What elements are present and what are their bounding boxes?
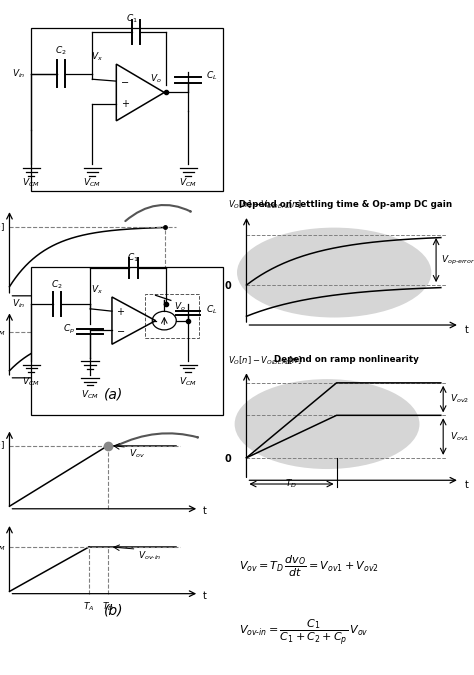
Text: $C_2$: $C_2$ (55, 45, 67, 57)
Text: $C_L$: $C_L$ (206, 303, 217, 316)
Text: $V_{in}$: $V_{in}$ (12, 68, 25, 80)
Text: $+$: $+$ (116, 306, 125, 317)
Text: $V_{CM}$: $V_{CM}$ (179, 375, 197, 387)
Text: $V_{CM}$: $V_{CM}$ (179, 177, 197, 190)
Text: t: t (465, 325, 468, 335)
Text: $V_{ov}$: $V_{ov}$ (129, 448, 145, 460)
Text: t: t (203, 591, 207, 601)
Ellipse shape (237, 227, 431, 317)
Text: $V_x$: $V_x$ (91, 284, 103, 296)
Text: $V_O[n]-V_{OIDEAL}[n]$: $V_O[n]-V_{OIDEAL}[n]$ (228, 199, 301, 211)
Text: $V_{ov} = T_D\,\dfrac{dv_O}{dt} = V_{ov1}+V_{ov2}$: $V_{ov} = T_D\,\dfrac{dv_O}{dt} = V_{ov1… (239, 554, 379, 578)
Text: $V_{CM}$: $V_{CM}$ (0, 325, 6, 338)
Text: $V_{ov\text{-}in}$: $V_{ov\text{-}in}$ (138, 549, 162, 562)
Text: $V_O$: $V_O$ (0, 425, 2, 438)
Text: $V_X$: $V_X$ (0, 518, 2, 533)
Text: Depend on ramp nonlinearity: Depend on ramp nonlinearity (273, 355, 419, 364)
Text: $V_X$: $V_X$ (0, 306, 2, 319)
Text: $C_p$: $C_p$ (63, 323, 75, 336)
Text: $V_o$: $V_o$ (150, 73, 162, 86)
Text: $C_1$: $C_1$ (126, 13, 137, 25)
Text: $V_{ov2}$: $V_{ov2}$ (450, 393, 469, 406)
Text: $V_O[n]$: $V_O[n]$ (0, 221, 6, 234)
Text: $-$: $-$ (120, 76, 129, 86)
Text: t: t (465, 480, 468, 490)
Text: $\bf{0}$: $\bf{0}$ (224, 452, 232, 464)
Text: t: t (203, 375, 207, 385)
Text: $V_x$: $V_x$ (91, 51, 103, 63)
Text: $V_{op\text{-}error}$: $V_{op\text{-}error}$ (441, 254, 474, 267)
Text: $V_{CM}$: $V_{CM}$ (22, 177, 40, 190)
Bar (31, 267, 223, 415)
Text: $V_o$: $V_o$ (173, 301, 185, 313)
Text: $V_{CM}$: $V_{CM}$ (81, 389, 99, 401)
Text: t: t (203, 506, 207, 516)
FancyArrowPatch shape (116, 433, 198, 446)
Text: $V_{ov\text{-}in} = \dfrac{C_1}{C_1+C_2+C_p}\,V_{ov}$: $V_{ov\text{-}in} = \dfrac{C_1}{C_1+C_2+… (239, 617, 369, 647)
Text: $T_D$: $T_D$ (285, 478, 298, 490)
Text: $V_O[n]$: $V_O[n]$ (0, 439, 6, 452)
Text: $V_{CM}$: $V_{CM}$ (0, 541, 6, 553)
Text: $V_{in}$: $V_{in}$ (12, 298, 25, 310)
Text: t: t (203, 294, 207, 304)
Text: $T_A$: $T_A$ (83, 600, 95, 613)
Text: $C_1$: $C_1$ (127, 252, 138, 265)
Text: $-$: $-$ (116, 325, 125, 335)
Text: $+$: $+$ (120, 99, 129, 109)
Text: $C_L$: $C_L$ (206, 70, 217, 82)
Ellipse shape (235, 379, 419, 469)
Text: (a): (a) (104, 387, 123, 401)
Text: $\bf{0}$: $\bf{0}$ (224, 279, 232, 291)
Text: Depend on settling time & Op-amp DC gain: Depend on settling time & Op-amp DC gain (239, 200, 453, 209)
Text: $V_{CM}$: $V_{CM}$ (22, 375, 40, 387)
Text: (b): (b) (104, 603, 124, 617)
Bar (145, 294, 199, 338)
Text: $T_D$: $T_D$ (102, 600, 114, 613)
Text: $V_{CM}$: $V_{CM}$ (83, 177, 101, 190)
Bar (31, 28, 223, 191)
FancyArrowPatch shape (125, 205, 191, 221)
Text: $C_2$: $C_2$ (51, 279, 63, 292)
Text: $V_{ov1}$: $V_{ov1}$ (450, 430, 470, 443)
Text: $V_O[n]-V_{OIDEAL}[n]$: $V_O[n]-V_{OIDEAL}[n]$ (228, 354, 301, 367)
Text: $V_O$: $V_O$ (0, 205, 2, 219)
